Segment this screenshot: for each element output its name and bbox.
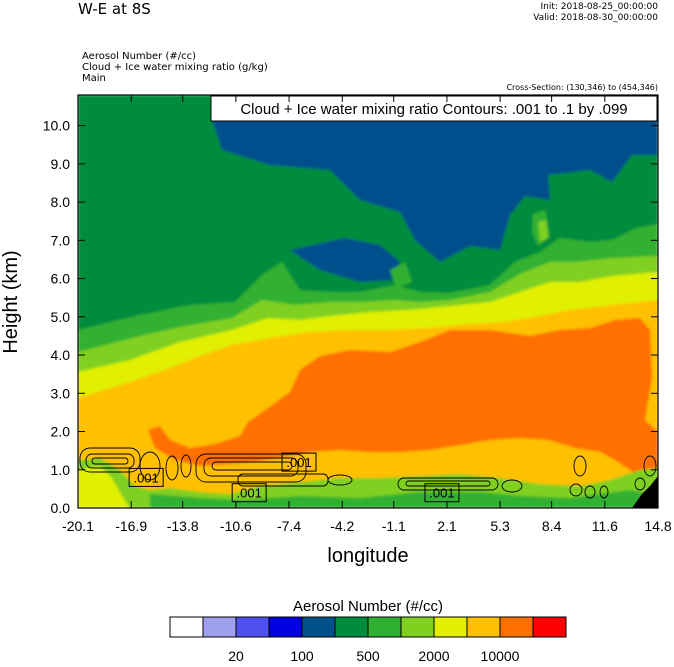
colorbar-title: Aerosol Number (#/cc) [293,598,443,615]
colorbar: 20 100 500 2000 10000 [169,616,567,664]
y-axis: 0.0 1.0 2.0 3.0 4.0 5.0 6.0 7.0 8.0 9.0 10.0 [43,118,658,516]
x-tick-label: -16.9 [115,518,147,534]
aerosol-field [78,95,658,508]
y-tick-label: 5.0 [51,309,71,325]
x-axis-label: longitude [327,545,408,567]
x-tick-label: -4.2 [330,518,354,534]
x-tick-label: 2.1 [437,518,457,534]
contour-label-box [128,467,164,487]
x-tick-label: -13.8 [167,518,199,534]
colorbar-swatch [367,616,402,638]
colorbar-swatch [334,616,369,638]
x-tick-label: 14.8 [644,518,671,534]
colorbar-swatch [235,616,270,638]
colorbar-swatch [400,616,435,638]
y-axis-label: Height (km) [0,250,22,353]
colorbar-label: 2000 [418,648,449,664]
colorbar-swatch [433,616,468,638]
cross-section-info: Cross-Section: (130,346) to (454,346) [506,83,658,92]
contour-label-box [424,483,460,503]
y-tick-label: 4.0 [51,347,71,363]
plot-frame [77,94,659,509]
x-axis: -20.1 -16.9 -13.8 -10.6 -7.4 -4.2 -1.1 2.1 5.3 8.… [62,95,672,534]
x-tick-label: 8.4 [542,518,562,534]
colorbar-swatch [202,616,237,638]
x-tick-label: -1.1 [382,518,406,534]
y-tick-label: 1.0 [51,462,71,478]
colorbar-swatch [169,616,204,638]
contour-info: Cloud + Ice water mixing ratio Contours:… [240,101,627,118]
y-tick-label: 6.0 [51,271,71,287]
valid-time: Valid: 2018-08-30_00:00:00 [533,13,658,23]
y-tick-label: 7.0 [51,232,71,248]
colorbar-swatch [499,616,534,638]
contour-info-box: Cloud + Ice water mixing ratio Contours:… [210,95,658,122]
x-tick-label: -7.4 [277,518,301,534]
y-tick-label: 2.0 [51,424,71,440]
colorbar-swatch [268,616,303,638]
colorbar-swatch [532,616,567,638]
colorbar-label: 100 [290,648,314,664]
colorbar-swatch [466,616,501,638]
contour-label-box [281,452,317,472]
field-main: Main [82,73,106,84]
contour-label: .001 [286,455,311,470]
cloud-contours [79,447,657,499]
colorbar-swatch [301,616,336,638]
x-tick-label: -10.6 [220,518,252,534]
y-tick-label: 9.0 [51,156,71,172]
contour-label: .001 [133,470,158,485]
y-tick-label: 8.0 [51,194,71,210]
contour-label: .001 [237,486,262,501]
x-tick-label: 5.3 [490,518,510,534]
colorbar-label: 20 [228,648,244,664]
y-tick-label: 10.0 [43,118,70,134]
y-tick-label: 0.0 [51,500,71,516]
contour-label: .001 [429,486,454,501]
field-cloud-ice: Cloud + Ice water mixing ratio (g/kg) [82,62,268,73]
chart-title: W-E at 8S [78,0,151,18]
colorbar-label: 500 [356,648,380,664]
x-tick-label: 11.6 [592,518,618,534]
contour-labels: .001 .001 .001 .001 [128,452,460,503]
init-time: Init: 2018-08-25_00:00:00 [540,2,658,12]
y-tick-label: 3.0 [51,385,71,401]
colorbar-label: 10000 [481,648,520,664]
field-aerosol: Aerosol Number (#/cc) [82,51,197,62]
contour-label-box [231,483,267,503]
x-tick-label: -20.1 [62,518,94,534]
